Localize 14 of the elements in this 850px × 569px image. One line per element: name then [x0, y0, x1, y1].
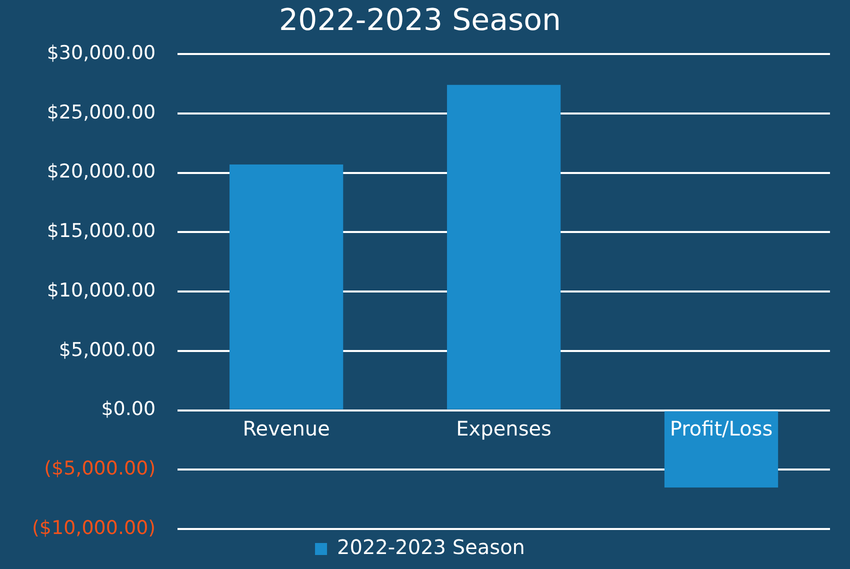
y-tick-label: ($5,000.00) [44, 458, 156, 480]
y-tick-label: $20,000.00 [46, 160, 156, 183]
y-tick-label: $15,000.00 [46, 220, 156, 242]
chart-title: 2022-2023 Season [279, 2, 561, 38]
x-tick-label: Expenses [456, 416, 552, 440]
y-tick-label: $25,000.00 [46, 101, 156, 124]
y-tick-label: $10,000.00 [46, 279, 156, 302]
y-tick-label: $30,000.00 [46, 42, 156, 64]
y-tick-label: $0.00 [101, 398, 156, 420]
y-tick-label: $5,000.00 [58, 338, 156, 361]
y-tick-label: ($10,000.00) [32, 516, 156, 539]
x-tick-label: Revenue [242, 416, 330, 440]
x-tick-label: Profit/Loss [670, 416, 773, 440]
legend-label: 2022-2023 Season [337, 535, 525, 560]
